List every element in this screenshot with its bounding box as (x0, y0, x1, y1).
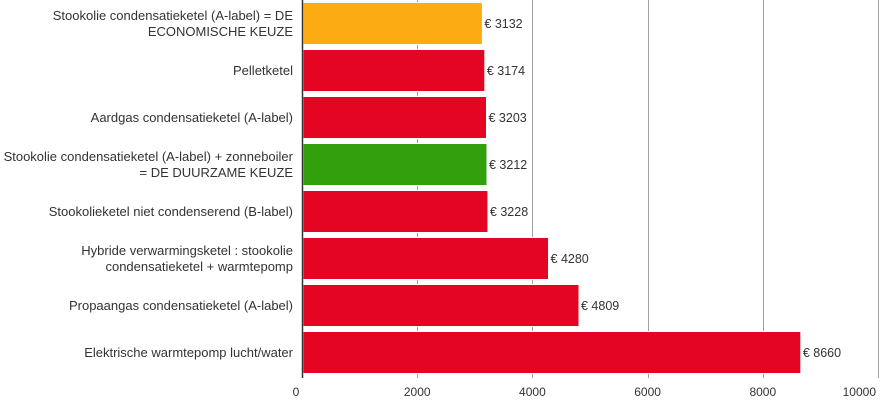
bar (302, 143, 488, 186)
category-label: = DE DUURZAME KEUZE (140, 165, 294, 180)
bar (302, 49, 486, 92)
data-label: € 3174 (487, 64, 525, 78)
data-label: € 3203 (488, 111, 526, 125)
data-label: € 4280 (551, 252, 589, 266)
x-tick-label: 6000 (634, 385, 661, 399)
category-label: Stookolieketel niet condenserend (B-labe… (49, 204, 293, 219)
x-tick-label: 8000 (749, 385, 776, 399)
x-tick-label: 0 (293, 385, 300, 399)
bar (302, 237, 550, 280)
category-label: Aardgas condensatieketel (A-label) (91, 110, 293, 125)
data-label: € 3132 (484, 17, 522, 31)
data-label: € 3228 (490, 205, 528, 219)
bar (302, 190, 489, 233)
category-label: condensatieketel + warmtepomp (105, 259, 293, 274)
category-label: Pelletketel (233, 63, 293, 78)
data-label: € 8660 (803, 346, 841, 360)
x-tick-label: 2000 (404, 385, 431, 399)
category-labels: Stookolie condensatieketel (A-label) = D… (4, 8, 294, 360)
category-label: Stookolie condensatieketel (A-label) = D… (53, 8, 294, 23)
category-label: ECONOMISCHE KEUZE (148, 24, 294, 39)
category-label: Elektrische warmtepomp lucht/water (84, 345, 293, 360)
bar (302, 2, 483, 45)
bar (302, 96, 487, 139)
data-label: € 4809 (581, 299, 619, 313)
data-label: € 3212 (489, 158, 527, 172)
x-tick-label: 4000 (519, 385, 546, 399)
category-label: Stookolie condensatieketel (A-label) + z… (4, 149, 294, 164)
category-label: Hybride verwarmingsketel : stookolie (81, 243, 293, 258)
bar (302, 331, 802, 374)
x-tick-labels: 0 2000 4000 6000 8000 10000 (293, 385, 877, 399)
x-tick-label: 10000 (843, 385, 877, 399)
bars (302, 2, 802, 374)
bar (302, 284, 580, 327)
value-labels: € 3132 € 3174 € 3203 € 3212 € 3228 € 4280 € 48… (484, 17, 841, 360)
category-label: Propaangas condensatieketel (A-label) (69, 298, 293, 313)
